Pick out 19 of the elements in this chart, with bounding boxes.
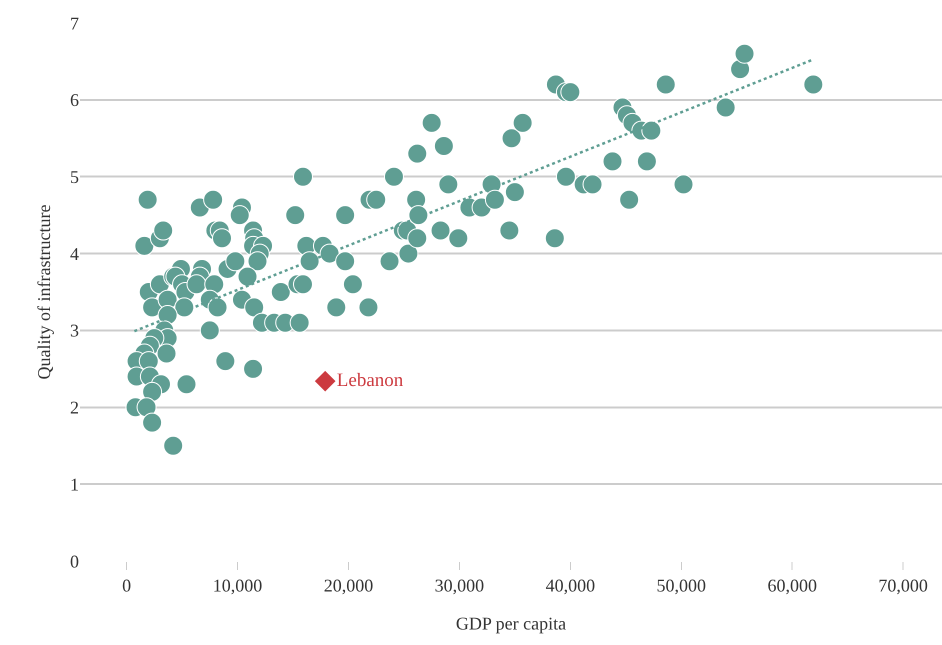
y-tick-label: 5 <box>70 167 79 188</box>
y-tick-label: 3 <box>70 320 79 341</box>
y-tick-label: 4 <box>70 244 79 264</box>
x-tick-label: 50,000 <box>656 576 706 596</box>
x-tick-label: 20,000 <box>324 576 374 596</box>
x-tick-label: 40,000 <box>546 576 596 596</box>
x-tick-label: 10,000 <box>212 576 262 596</box>
x-tick-label: 0 <box>122 576 132 596</box>
x-axis-title: GDP per capita <box>456 614 566 634</box>
x-tick-label: 30,000 <box>434 576 484 596</box>
y-tick-label: 1 <box>70 474 79 494</box>
y-tick-label: 7 <box>70 13 79 34</box>
y-tick-label: 6 <box>70 90 79 110</box>
series-label: Lebanon <box>336 370 404 391</box>
x-tick-label: 70,000 <box>878 576 928 596</box>
y-tick-label: 2 <box>70 398 79 418</box>
x-tick-label: 60,000 <box>767 576 817 596</box>
y-tick-label: 0 <box>70 551 79 572</box>
y-axis-title: Quality of infrastructure <box>34 204 54 380</box>
